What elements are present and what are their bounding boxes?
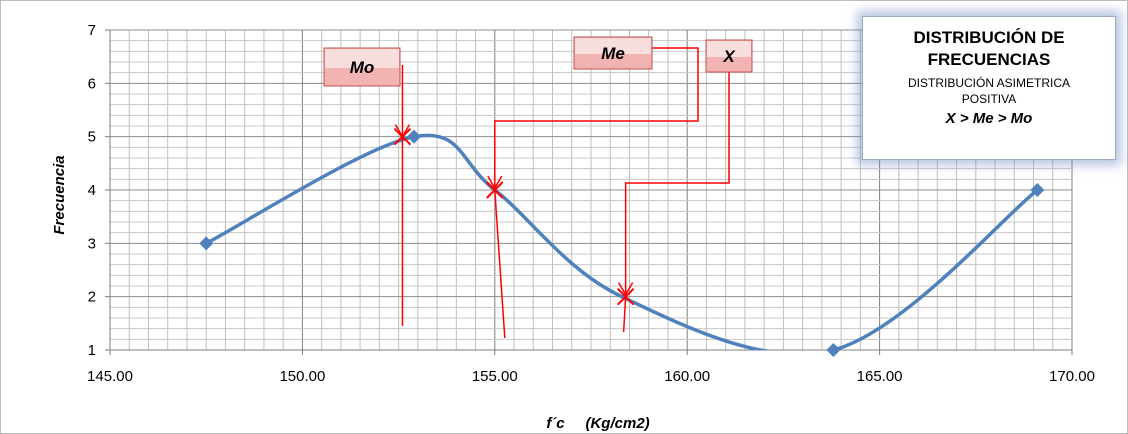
x-tick-label: 155.00	[472, 368, 518, 385]
x-cross-marker	[616, 287, 635, 306]
series-layer	[199, 129, 1045, 357]
x-tick-label: 170.00	[1049, 368, 1095, 385]
legend-box: DISTRIBUCIÓN DE FRECUENCIAS DISTRIBUCIÓN…	[862, 16, 1116, 160]
me-callout-label: Me	[601, 44, 625, 63]
series-line	[204, 133, 1040, 350]
legend-title: DISTRIBUCIÓN DE FRECUENCIAS	[913, 28, 1065, 69]
x-axis-title: f´c (Kg/cm2)	[546, 415, 649, 432]
axes: 1 2 3 4 5 6 7 145.00 150.00 155.00 160.00 165.00 170…	[87, 22, 1095, 385]
mo-callout-label: Mo	[350, 58, 375, 77]
annotation-layer: Mo Me X	[323, 36, 753, 339]
legend-relation: X > Me > Mo	[945, 110, 1033, 127]
me-cross-marker	[486, 181, 504, 199]
x-callout-shine	[707, 41, 751, 57]
y-tick-label: 7	[88, 22, 96, 39]
data-point-marker	[199, 236, 214, 251]
data-point-marker	[826, 343, 841, 357]
x-arrow-head	[617, 282, 634, 297]
me-callout: Me	[573, 36, 653, 70]
data-point-marker	[1030, 183, 1045, 197]
x-drop-line	[622, 296, 627, 333]
y-tick-label: 1	[88, 342, 96, 359]
mo-callout-shine	[325, 49, 399, 68]
y-tick-label: 6	[88, 75, 96, 92]
me-drop-line	[494, 189, 506, 339]
grid	[109, 29, 1073, 351]
x-tick-label: 145.00	[87, 368, 133, 385]
me-arrow-head	[487, 175, 503, 190]
y-tick-label: 3	[88, 235, 96, 252]
mo-cross-marker	[393, 127, 412, 146]
y-tick-label: 2	[88, 289, 96, 306]
mo-callout: Mo	[323, 47, 401, 87]
y-tick-label: 4	[88, 182, 96, 199]
x-callout: X	[705, 39, 753, 73]
x-callout-label: X	[722, 47, 736, 66]
me-leader-line	[494, 47, 699, 190]
data-point-marker	[406, 129, 421, 144]
x-tick-label: 165.00	[857, 368, 903, 385]
x-tick-label: 160.00	[664, 368, 710, 385]
legend-subtitle: DISTRIBUCIÓN ASIMETRICA POSITIVA	[907, 76, 1071, 106]
y-tick-label: 5	[88, 129, 96, 146]
me-callout-shine	[575, 38, 651, 54]
x-leader-line	[624, 72, 730, 297]
x-tick-label: 150.00	[279, 368, 325, 385]
y-axis-title: Frecuencia	[51, 155, 68, 234]
